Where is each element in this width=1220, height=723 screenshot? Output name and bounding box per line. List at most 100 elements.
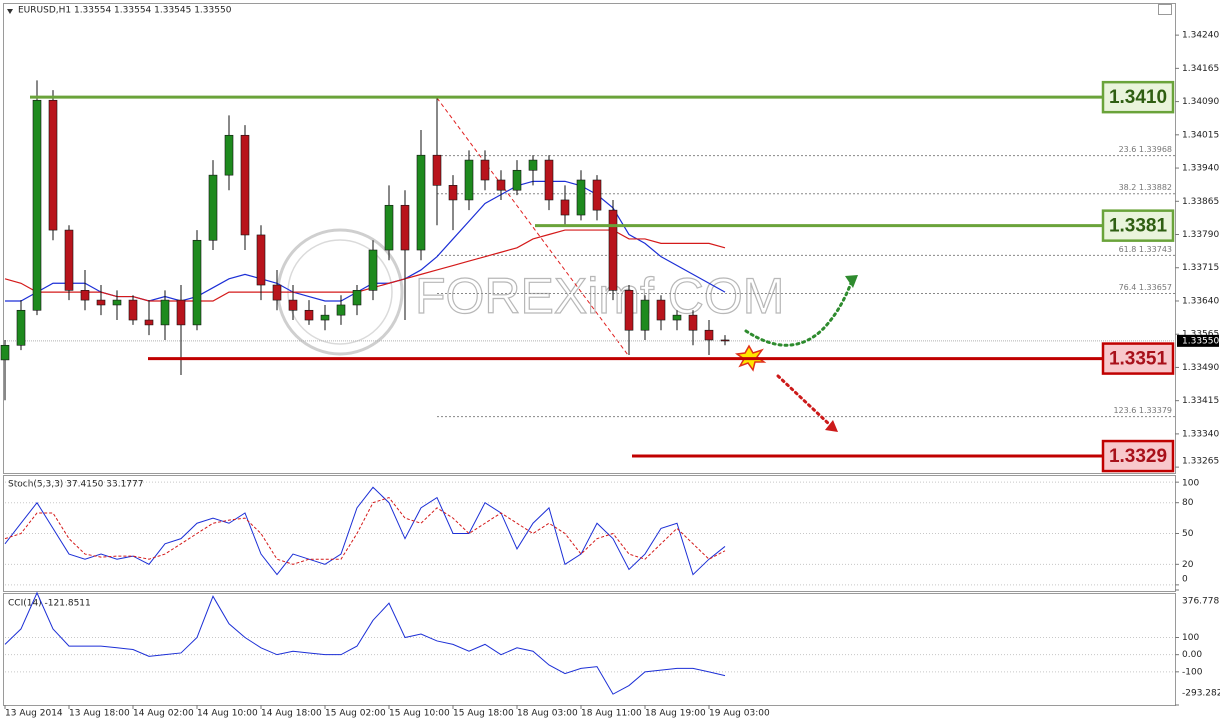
candle-body	[528, 159, 538, 171]
indicator-line	[4, 496, 726, 565]
y-tick-label: 100	[1182, 633, 1199, 643]
candle-body	[96, 299, 106, 306]
panel-title: CCI(14) -121.8511	[8, 599, 91, 609]
y-tick-label: -293.2824	[1182, 689, 1220, 699]
fibo-trend-line	[436, 97, 629, 356]
y-tick-label: 1.33340	[1182, 429, 1219, 439]
panel-title: EURUSD,H1 1.33554 1.33554 1.33545 1.3355…	[18, 6, 232, 16]
fib-label: 23.6 1.33968	[1119, 145, 1172, 154]
panel-title: Stoch(5,3,3) 37.4150 33.1777	[8, 480, 143, 490]
y-tick-label: 1.33640	[1182, 296, 1219, 306]
candle-body	[544, 159, 554, 201]
x-tick-label: 14 Aug 10:00	[197, 709, 258, 719]
candle-body	[240, 134, 250, 236]
menu-triangle[interactable]	[7, 9, 13, 14]
fib-label: 38.2 1.33882	[1119, 183, 1172, 192]
candle-body	[576, 179, 586, 216]
y-tick-label: 1.34090	[1182, 97, 1219, 107]
candle-body	[640, 299, 650, 331]
candle-body	[336, 304, 346, 316]
candle-body	[160, 299, 170, 326]
fib-label: 76.4 1.33657	[1119, 283, 1172, 292]
candle-body	[704, 329, 714, 341]
x-tick-label: 14 Aug 18:00	[261, 709, 322, 719]
candle-body	[688, 314, 698, 331]
candle-body	[112, 299, 122, 306]
candle-body	[208, 174, 218, 241]
x-tick-label: 15 Aug 10:00	[389, 709, 450, 719]
y-tick-label: 376.778	[1182, 597, 1219, 607]
candle-body	[368, 249, 378, 291]
y-tick-label: 1.33715	[1182, 263, 1219, 273]
candle-body	[48, 99, 58, 231]
x-tick-label: 13 Aug 18:00	[69, 709, 130, 719]
candle-body	[656, 299, 666, 321]
candle-body	[144, 319, 154, 326]
y-tick-label: 1.33265	[1182, 457, 1219, 467]
candle-body	[224, 134, 234, 176]
indicator-line	[4, 486, 726, 576]
level-label: 1.3410	[1109, 87, 1167, 108]
watermark: FOREXimf.COM	[415, 268, 784, 324]
bearish-arrow-head	[825, 420, 838, 432]
candle-body	[448, 185, 458, 201]
window-button[interactable]	[1158, 4, 1172, 15]
levels-layer: 23.6 1.33968 38.2 1.33882 61.8 1.33743 76.4…	[5, 145, 1175, 418]
level-box	[1101, 439, 1175, 473]
x-tick-label: 13 Aug 2014	[5, 709, 63, 719]
candle-body	[272, 284, 282, 301]
candle-body	[352, 290, 362, 306]
y-tick-label: 1.34165	[1182, 64, 1219, 74]
main-panel	[3, 3, 1176, 474]
candle-body	[464, 159, 474, 201]
candle-body	[320, 314, 330, 321]
candle-body	[672, 314, 682, 321]
x-tick-label: 15 Aug 18:00	[453, 709, 514, 719]
indicator-line	[4, 591, 726, 695]
candle-body	[496, 179, 506, 191]
y-tick-label: -100	[1182, 667, 1203, 677]
candle-body	[288, 299, 298, 311]
candle-body	[416, 154, 426, 251]
candle-body	[592, 179, 602, 211]
moving-average	[4, 229, 726, 302]
candle-body	[128, 299, 138, 321]
x-tick-label: 18 Aug 11:00	[581, 709, 642, 719]
y-tick-label: 1.33940	[1182, 164, 1219, 174]
candle-body	[512, 169, 522, 191]
bullish-arrow-head	[845, 275, 858, 288]
x-tick-label: 19 Aug 03:00	[709, 709, 770, 719]
fib-label: 123.6 1.33379	[1113, 406, 1172, 415]
last-price-label: 1.33550	[1182, 336, 1219, 346]
level-box	[1101, 342, 1175, 375]
candle-body	[256, 234, 266, 286]
y-tick-label: 1.33865	[1182, 197, 1219, 207]
last-price-box	[1177, 334, 1219, 347]
x-tick-label: 18 Aug 03:00	[517, 709, 578, 719]
y-tick-label: 0	[1182, 575, 1188, 585]
bullish-arrow	[744, 281, 853, 347]
candle-body	[720, 339, 730, 342]
level-box	[1101, 209, 1175, 242]
cci-panel	[3, 593, 1176, 706]
candle-body	[80, 290, 90, 301]
y-tick-label: 100	[1182, 479, 1199, 489]
y-tick-label: 1.33415	[1182, 396, 1219, 406]
level-label: 1.3381	[1109, 216, 1168, 237]
level-label: 1.3351	[1109, 349, 1168, 370]
candle-body	[608, 209, 618, 291]
y-tick-label: 1.33565	[1182, 330, 1219, 340]
candle-body	[192, 239, 202, 326]
x-tick-label: 14 Aug 02:00	[133, 709, 194, 719]
candle-body	[432, 154, 442, 186]
candle-body	[624, 290, 634, 331]
candle-body	[560, 199, 570, 216]
candle-body	[176, 299, 186, 326]
level-label: 1.3329	[1109, 446, 1167, 467]
y-tick-label: 20	[1182, 560, 1194, 570]
level-box	[1101, 80, 1175, 114]
y-tick-label: 1.33490	[1182, 363, 1219, 373]
